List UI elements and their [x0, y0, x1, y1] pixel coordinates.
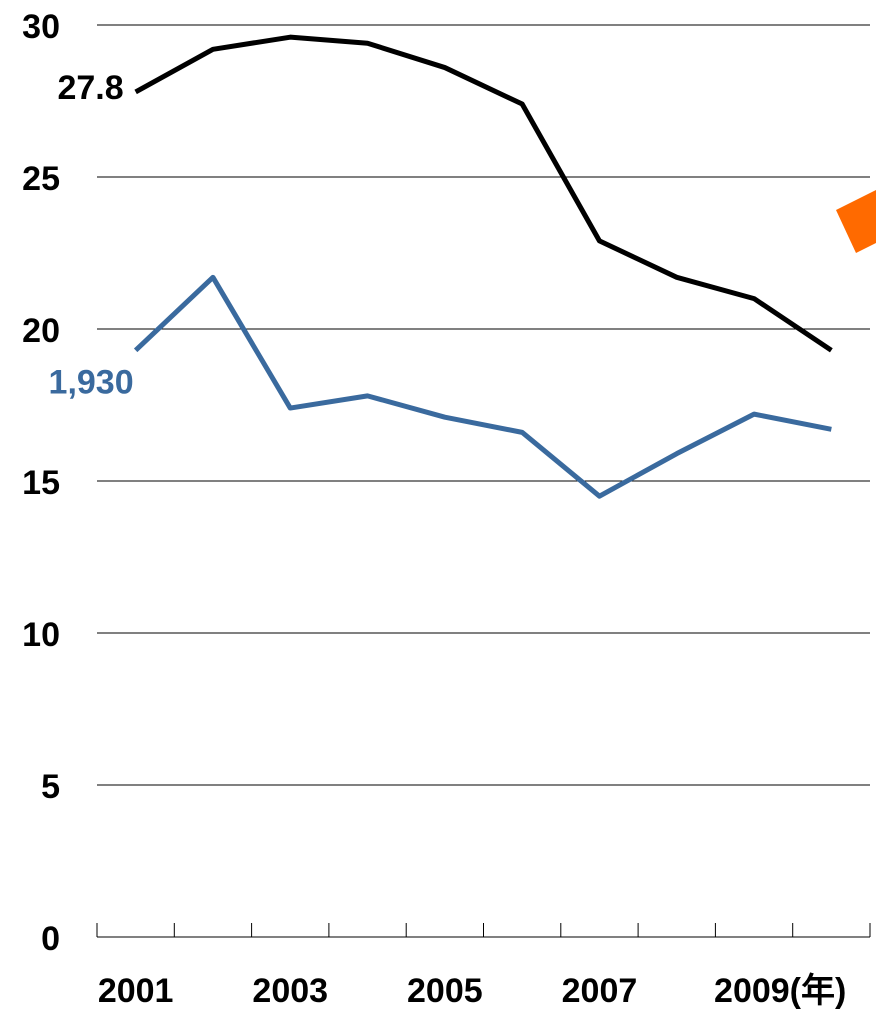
y-tick-label: 10	[22, 616, 60, 654]
x-tick-label: 2001	[98, 972, 174, 1010]
data-label: 1,930	[49, 363, 134, 401]
x-tick-label: 2007	[562, 972, 638, 1010]
y-tick-label: 5	[41, 768, 60, 806]
x-tick-label: 2003	[252, 972, 328, 1010]
y-tick-label: 25	[22, 160, 60, 198]
y-tick-label: 30	[22, 8, 60, 46]
decoration	[836, 190, 876, 253]
y-tick-label: 15	[22, 464, 60, 502]
line	[134, 34, 833, 353]
x-tick-label: 2005	[407, 972, 483, 1010]
data-label: 27.8	[57, 69, 123, 107]
y-tick-label: 20	[22, 312, 60, 350]
line	[133, 274, 832, 499]
x-tick-label: 2009(年)	[714, 972, 846, 1010]
y-tick-label: 0	[41, 920, 60, 958]
